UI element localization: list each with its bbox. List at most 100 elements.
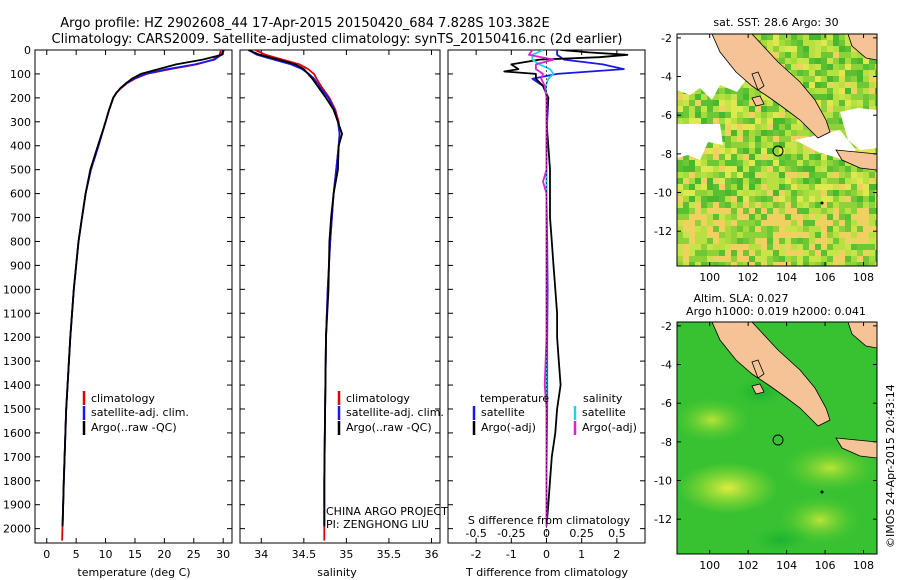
sst-cell — [785, 190, 791, 196]
sst-cell — [785, 40, 791, 46]
salinity-depth-ticks — [240, 49, 440, 530]
sst-cell — [833, 46, 839, 52]
sst-cell — [707, 238, 713, 244]
sst-cell — [725, 226, 731, 232]
sst-cell — [779, 208, 785, 214]
sst-cell — [869, 88, 875, 94]
s-tick-label: 0 — [543, 527, 550, 540]
sst-cell — [815, 190, 821, 196]
sst-cell — [851, 250, 857, 256]
sst-cell — [791, 190, 797, 196]
sst-cell — [761, 178, 767, 184]
sst-cell — [707, 148, 713, 154]
sst-cell — [707, 226, 713, 232]
sst-cell — [845, 70, 851, 76]
sst-cell — [845, 220, 851, 226]
sst-cell — [839, 124, 845, 130]
sst-cell — [773, 250, 779, 256]
sst-cell — [785, 208, 791, 214]
sst-cell — [863, 58, 869, 64]
sst-cell — [701, 100, 707, 106]
sst-cell — [701, 106, 707, 112]
sst-cell — [719, 226, 725, 232]
sst-cell — [731, 160, 737, 166]
figure-title-line1: Argo profile: HZ 2902608_44 17-Apr-2015 … — [60, 16, 550, 31]
sst-cell — [833, 196, 839, 202]
sst-cell — [809, 184, 815, 190]
sst-cell — [701, 244, 707, 250]
sst-cell — [827, 166, 833, 172]
sst-cell — [821, 76, 827, 82]
temperature-panel: 0100200300400500600700800900100011001200… — [3, 44, 233, 579]
sst-cell — [749, 118, 755, 124]
sst-cell — [797, 142, 803, 148]
island-dot — [820, 490, 824, 494]
sst-cell — [779, 106, 785, 112]
sst-cell — [773, 46, 779, 52]
sst-cell — [755, 160, 761, 166]
sst-cell — [677, 256, 683, 262]
sst-cell — [845, 172, 851, 178]
sst-cell — [773, 106, 779, 112]
sst-cell — [713, 148, 719, 154]
sst-cell — [773, 220, 779, 226]
sst-cell — [761, 184, 767, 190]
sst-cell — [683, 238, 689, 244]
sst-cell — [689, 190, 695, 196]
sst-cell — [713, 166, 719, 172]
sst-cell — [737, 256, 743, 262]
sst-cell — [815, 70, 821, 76]
legend-label-temp-satellite: satellite — [481, 406, 525, 419]
sst-cell — [839, 226, 845, 232]
sst-cell — [749, 196, 755, 202]
sst-cell — [719, 196, 725, 202]
sst-cell — [869, 190, 875, 196]
altimetry-map-title: Altim. SLA: 0.027 — [693, 292, 788, 305]
sst-cell — [689, 160, 695, 166]
sst-cell — [863, 172, 869, 178]
sst-cell — [863, 214, 869, 220]
sst-cell — [827, 124, 833, 130]
sst-cell — [827, 34, 833, 40]
sst-cell — [713, 160, 719, 166]
sst-cell — [761, 262, 767, 266]
sst-cell — [725, 160, 731, 166]
sst-cell — [797, 118, 803, 124]
sst-cell — [839, 238, 845, 244]
sst-cell — [809, 202, 815, 208]
sst-cell — [707, 106, 713, 112]
sst-cell — [791, 196, 797, 202]
argo-position-marker — [772, 434, 784, 446]
sst-cell — [737, 226, 743, 232]
sst-cell — [815, 82, 821, 88]
sst-cell — [725, 196, 731, 202]
sst-cell — [707, 178, 713, 184]
sst-cell — [827, 238, 833, 244]
sst-cell — [833, 88, 839, 94]
sst-cell — [785, 160, 791, 166]
sst-cell — [869, 70, 875, 76]
sst-cell — [791, 202, 797, 208]
sst-cell — [851, 64, 857, 70]
legend-label-climatology: climatology — [346, 392, 410, 405]
sst-cell — [743, 82, 749, 88]
sst-cell — [731, 148, 737, 154]
sst-cell — [743, 154, 749, 160]
sst-cell — [833, 262, 839, 266]
sst-cell — [821, 196, 827, 202]
island — [751, 71, 765, 91]
sst-cell — [773, 202, 779, 208]
sst-cell — [767, 214, 773, 220]
sst-cell — [743, 94, 749, 100]
sst-cell — [857, 238, 863, 244]
sst-cell — [815, 256, 821, 262]
sst-cell — [791, 58, 797, 64]
sst-cell — [713, 154, 719, 160]
sst-cell — [875, 178, 877, 184]
sst-cell — [857, 208, 863, 214]
x-tick-label: 35.5 — [377, 548, 402, 561]
sst-cell — [695, 256, 701, 262]
legend-label-argo: Argo(..raw -QC) — [346, 421, 432, 434]
sst-cell — [809, 238, 815, 244]
sst-cell — [707, 172, 713, 178]
